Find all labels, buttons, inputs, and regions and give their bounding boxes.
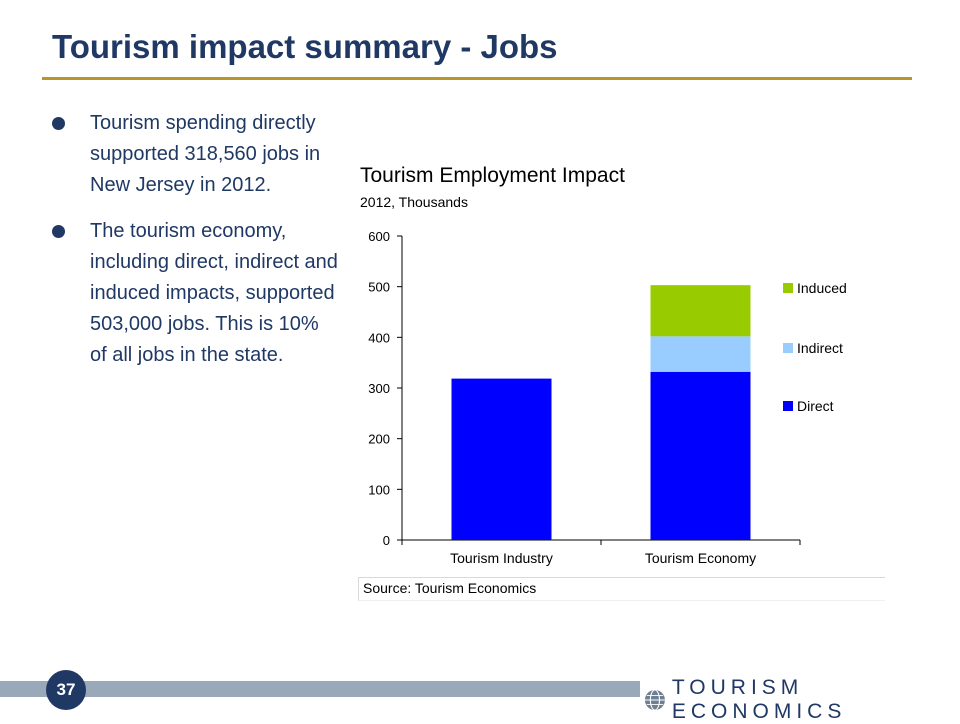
globe-icon xyxy=(644,689,665,711)
y-tick-label: 600 xyxy=(368,229,390,244)
bar-direct xyxy=(650,371,751,540)
page-number: 37 xyxy=(46,670,86,710)
bar-induced xyxy=(650,285,751,337)
bullet-dot-icon xyxy=(52,117,65,130)
brand-logo: TOURISM ECONOMICS xyxy=(644,676,960,724)
y-tick-label: 0 xyxy=(383,533,390,548)
bullet-item: Tourism spending directly supported 318,… xyxy=(48,108,338,201)
bullet-text: The tourism economy, including direct, i… xyxy=(90,220,338,366)
y-tick-label: 300 xyxy=(368,381,390,396)
bullet-text: Tourism spending directly supported 318,… xyxy=(90,112,321,196)
title-underline xyxy=(42,77,912,80)
bullet-dot-icon xyxy=(52,225,65,238)
y-tick-label: 500 xyxy=(368,280,390,295)
legend-label: Induced xyxy=(797,280,847,296)
legend-swatch xyxy=(783,343,793,353)
source-box: Source: Tourism Economics xyxy=(358,577,885,601)
bar-indirect xyxy=(650,336,751,372)
legend-label: Direct xyxy=(797,398,834,414)
bar-direct xyxy=(451,378,552,540)
source-note: Source: Tourism Economics xyxy=(363,580,537,596)
employment-chart: 0 100 200 300 400 500 600 Tourism Industry Touri… xyxy=(368,229,847,566)
chart-title: Tourism Employment Impact xyxy=(360,164,625,187)
bullet-item: The tourism economy, including direct, i… xyxy=(48,216,338,371)
y-tick-label: 200 xyxy=(368,432,390,447)
y-tick-label: 100 xyxy=(368,482,390,497)
legend-label: Indirect xyxy=(797,340,843,356)
footer-bar xyxy=(0,681,640,697)
x-tick-label: Tourism Industry xyxy=(450,550,553,566)
bullet-list: Tourism spending directly supported 318,… xyxy=(48,108,338,386)
brand-name: TOURISM ECONOMICS xyxy=(671,676,847,723)
legend-swatch xyxy=(783,401,793,411)
x-tick-label: Tourism Economy xyxy=(645,550,756,566)
chart-subtitle: 2012, Thousands xyxy=(360,194,468,210)
slide-title: Tourism impact summary - Jobs xyxy=(52,28,558,65)
legend-swatch xyxy=(783,283,793,293)
y-tick-label: 400 xyxy=(368,330,390,345)
